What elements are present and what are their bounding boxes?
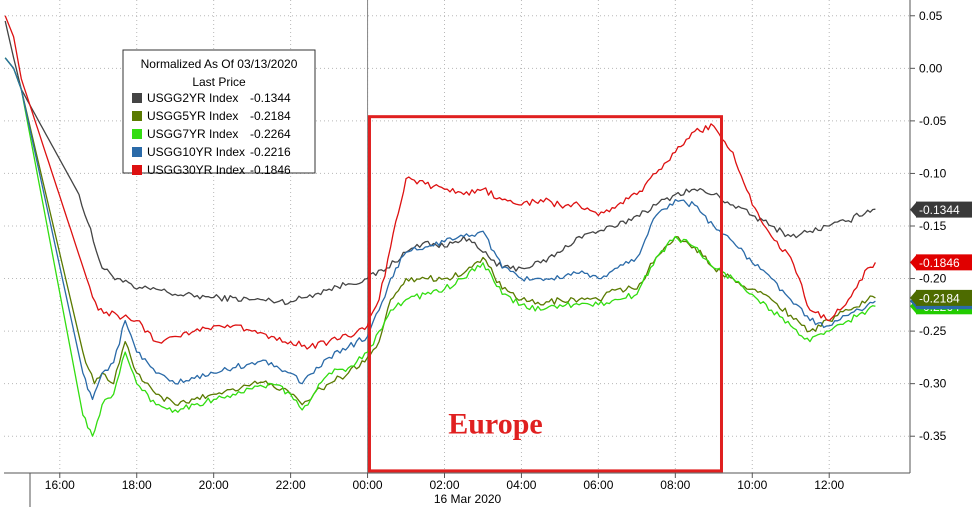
legend-series-value: -0.2216 (250, 145, 291, 159)
legend-series-value: -0.1344 (250, 91, 291, 105)
y-axis-ticks: 0.05 0.00 -0.05 -0.10 -0.15 -0.20 -0.25 -0.30 -0… (910, 9, 947, 443)
y-tick-label: -0.20 (919, 272, 947, 286)
badge-value: -0.1846 (919, 256, 960, 270)
legend-series-name: USGG10YR Index (147, 145, 245, 159)
x-tick-label: 12:00 (814, 478, 844, 492)
y-tick-label: -0.35 (919, 429, 947, 443)
x-tick-label: 02:00 (429, 478, 459, 492)
x-tick-label: 00:00 (353, 478, 383, 492)
x-tick-label: 20:00 (199, 478, 229, 492)
legend-item: USGG5YR Index -0.2184 (132, 109, 291, 123)
badge-background (916, 254, 972, 271)
y-tick-label: -0.15 (919, 219, 947, 233)
legend-box (122, 49, 316, 174)
legend-swatch (132, 147, 142, 157)
series-line-usgg2yr-index (4, 20, 876, 306)
badge-pointer (910, 202, 916, 217)
series-line-usgg10yr-index (4, 57, 876, 401)
x-tick-label: 22:00 (276, 478, 306, 492)
legend-series-value: -0.2184 (250, 109, 291, 123)
x-tick-label: 10:00 (737, 478, 767, 492)
x-tick-label: 16:00 (45, 478, 75, 492)
y-tick-label: 0.00 (919, 61, 943, 75)
y-tick-label: -0.05 (919, 114, 947, 128)
legend-swatch (132, 111, 142, 121)
x-tick-label: 18:00 (122, 478, 152, 492)
last-price-badge-usgg30yr-index: -0.1846 (910, 254, 972, 271)
legend-series-value: -0.1846 (250, 163, 291, 177)
legend-item: USGG7YR Index -0.2264 (132, 127, 291, 141)
badge-value: -0.1344 (919, 203, 960, 217)
badge-pointer (910, 255, 916, 270)
legend-series-name: USGG5YR Index (147, 109, 238, 123)
badge-background (916, 201, 972, 218)
legend-swatch (132, 129, 142, 139)
last-price-badge-usgg5yr-index: -0.2184 (910, 289, 972, 306)
x-tick-label: 04:00 (506, 478, 536, 492)
legend-items: USGG2YR Index -0.1344 USGG5YR Index -0.2184… (132, 91, 291, 177)
badge-pointer (910, 290, 916, 305)
legend-subtitle: Last Price (192, 75, 246, 89)
y-tick-label: 0.05 (919, 9, 943, 23)
legend-series-value: -0.2264 (250, 127, 291, 141)
series-line-usgg30yr-index (4, 15, 876, 350)
legend-series-name: USGG2YR Index (147, 91, 238, 105)
badge-background (916, 289, 972, 306)
legend-item: USGG10YR Index -0.2216 (132, 145, 291, 159)
x-axis-date-label: 16 Mar 2020 (434, 492, 502, 506)
legend-title: Normalized As Of 03/13/2020 (141, 57, 298, 71)
x-tick-label: 08:00 (660, 478, 690, 492)
x-tick-label: 06:00 (583, 478, 613, 492)
series-line-usgg5yr-index (4, 57, 876, 407)
europe-session-box (367, 115, 723, 473)
legend-item: USGG30YR Index -0.1846 (132, 163, 291, 177)
series-line-usgg7yr-index (4, 57, 876, 437)
legend: Normalized As Of 03/13/2020 Last Price U… (122, 49, 316, 177)
legend-swatch (132, 165, 142, 175)
x-axis-ticks: 16:00 18:00 20:00 22:00 00:00 02:00 04:00 06:00… (45, 473, 845, 492)
legend-series-name: USGG7YR Index (147, 127, 238, 141)
europe-session-label: Europe (448, 408, 542, 441)
legend-item: USGG2YR Index -0.1344 (132, 91, 291, 105)
y-tick-label: -0.30 (919, 377, 947, 391)
y-tick-label: -0.10 (919, 166, 947, 180)
axes (4, 0, 911, 507)
legend-series-name: USGG30YR Index (147, 163, 245, 177)
last-price-badge-usgg2yr-index: -0.1344 (910, 201, 972, 218)
y-tick-label: -0.25 (919, 324, 947, 338)
last-price-badges: -0.1344-0.1846-0.2264-0.2216-0.2184 (910, 201, 972, 315)
legend-swatch (132, 93, 142, 103)
badge-value: -0.2184 (919, 291, 960, 305)
series-lines (4, 15, 876, 437)
